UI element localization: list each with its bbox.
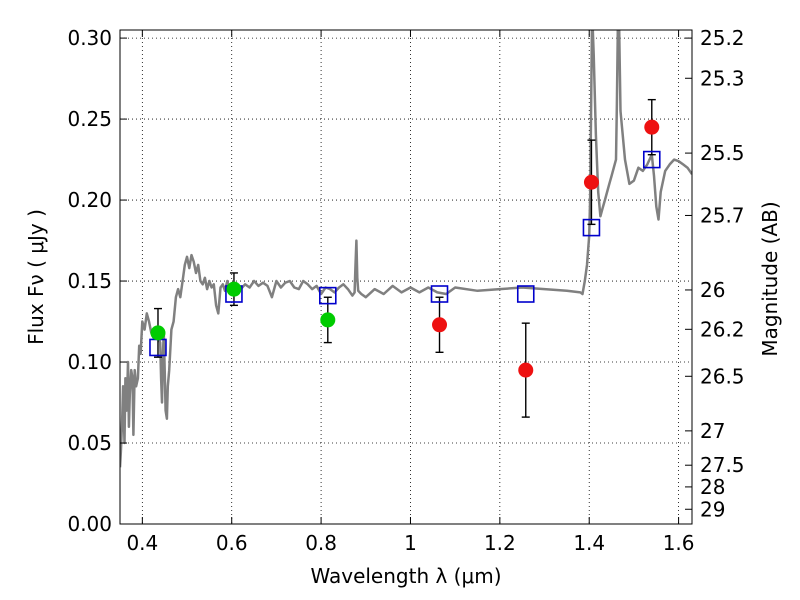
right-tick-label: 29 [700, 497, 725, 521]
observed-optical-point [320, 312, 336, 328]
spectrum-line [120, 30, 692, 468]
observed-nir-point [518, 362, 534, 378]
right-tick-label: 25.2 [700, 26, 745, 50]
right-tick-label: 25.7 [700, 203, 745, 227]
observed-nir-point [583, 174, 599, 190]
right-tick-label: 25.3 [700, 66, 745, 90]
x-tick-label: 0.6 [216, 531, 248, 555]
observed-optical-point [150, 325, 166, 341]
y-tick-label: 0.00 [67, 512, 112, 536]
right-tick-label: 25.5 [700, 141, 745, 165]
tick-labels: 0.4 0.6 0.8 1 1.2 1.4 1.6 0.00 0.05 0.10 0.15 0.20 0… [67, 26, 744, 555]
y-tick-label: 0.05 [67, 431, 112, 455]
model-photometry-marker [582, 218, 601, 237]
right-tick-label: 26 [700, 278, 725, 302]
plot-frame [119, 29, 693, 525]
plot-area [120, 30, 692, 468]
x-tick-label: 0.8 [305, 531, 337, 555]
x-tick-label: 1.6 [663, 531, 695, 555]
x-tick-label: 1.4 [573, 531, 605, 555]
right-tick-label: 27.5 [700, 453, 745, 477]
x-tick-label: 0.4 [126, 531, 158, 555]
y-axis-title: Flux Fν ( μJy ) [24, 209, 48, 345]
x-tick-label: 1.2 [484, 531, 516, 555]
y-tick-label: 0.25 [67, 107, 112, 131]
x-tick-label: 1 [404, 531, 417, 555]
model-photometry-marker [642, 150, 661, 169]
observed-nir-point [432, 317, 448, 333]
y-tick-label: 0.10 [67, 350, 112, 374]
model-photometry-marker [516, 285, 535, 303]
model-photometry-marker [430, 285, 449, 303]
axis-ticks [120, 30, 692, 525]
right-tick-label: 26.5 [700, 364, 745, 388]
y-tick-label: 0.15 [67, 269, 112, 293]
right-axis-title: Magnitude (AB) [758, 201, 782, 356]
observed-optical-point [226, 281, 242, 297]
right-tick-label: 26.2 [700, 317, 745, 341]
y-tick-label: 0.20 [67, 188, 112, 212]
observed-nir-point [644, 119, 660, 135]
right-tick-label: 28 [700, 475, 725, 499]
x-axis-title: Wavelength λ (μm) [310, 564, 501, 588]
y-tick-label: 0.30 [67, 26, 112, 50]
observed-points [150, 119, 660, 378]
model-photometry-marker [318, 286, 337, 305]
right-tick-label: 27 [700, 419, 725, 443]
model-spectrum [120, 30, 692, 468]
